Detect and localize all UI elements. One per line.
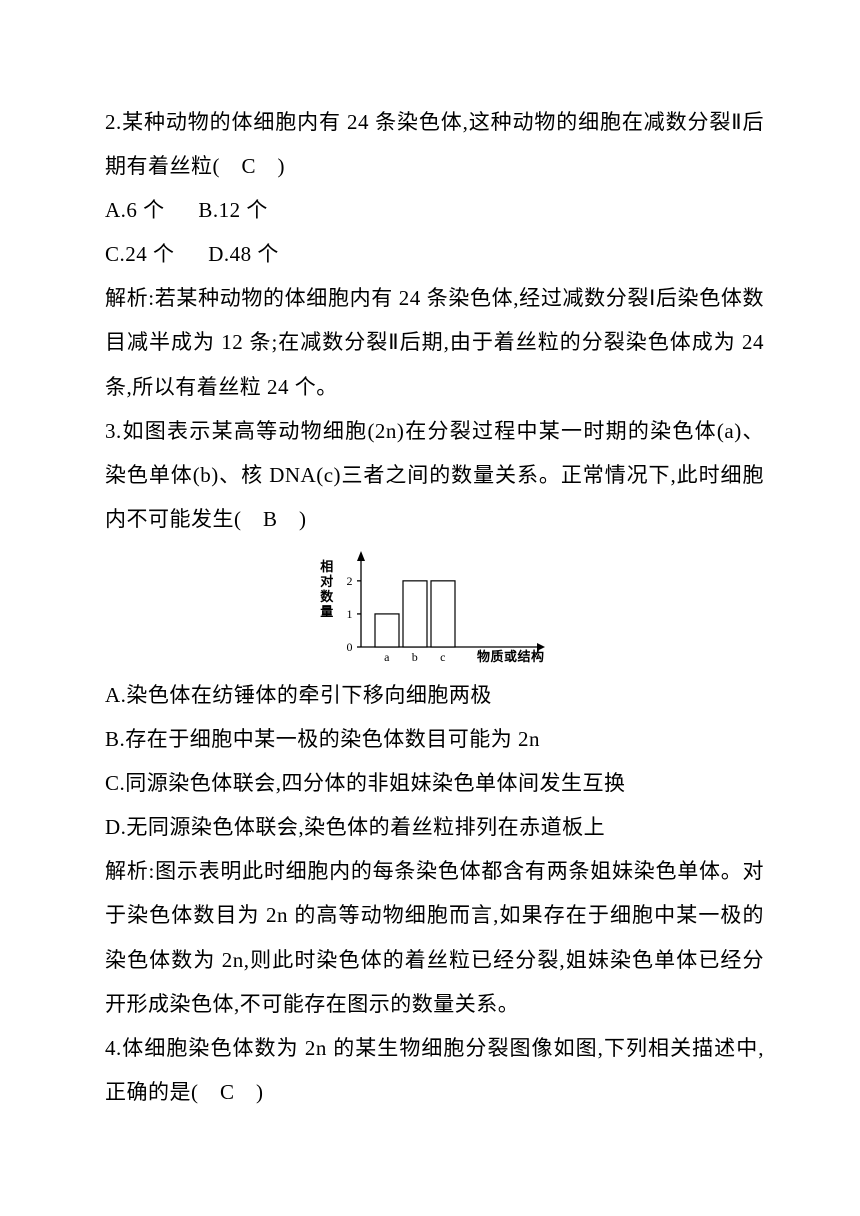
q3-opt-b: B.存在于细胞中某一极的染色体数目可能为 2n (105, 717, 764, 761)
q2-options-row2: C.24 个 D.48 个 (105, 232, 764, 276)
q2-opt-d: D.48 个 (208, 232, 279, 276)
svg-text:1: 1 (346, 607, 353, 621)
bar-chart-svg: 0 1 2 相对数量 a b c 物质或结构 (305, 549, 565, 669)
svg-text:b: b (411, 650, 418, 664)
q3-opt-c: C.同源染色体联会,四分体的非姐妹染色单体间发生互换 (105, 761, 764, 805)
document-body: 2.某种动物的体细胞内有 24 条染色体,这种动物的细胞在减数分裂Ⅱ后期有着丝粒… (105, 100, 764, 1114)
svg-text:相对数量: 相对数量 (320, 559, 334, 619)
q2-opt-a: A.6 个 (105, 188, 165, 232)
q4-stem: 4.体细胞染色体数为 2n 的某生物细胞分裂图像如图,下列相关描述中,正确的是(… (105, 1026, 764, 1114)
q3-opt-d: D.无同源染色体联会,染色体的着丝粒排列在赤道板上 (105, 805, 764, 849)
svg-text:物质或结构: 物质或结构 (477, 649, 545, 664)
q2-opt-c: C.24 个 (105, 232, 175, 276)
q2-analysis: 解析:若某种动物的体细胞内有 24 条染色体,经过减数分裂Ⅰ后染色体数目减半成为… (105, 276, 764, 408)
svg-text:2: 2 (346, 574, 353, 588)
svg-text:0: 0 (346, 640, 353, 654)
q3-opt-a: A.染色体在纺锤体的牵引下移向细胞两极 (105, 673, 764, 717)
svg-text:a: a (384, 650, 390, 664)
q3-analysis: 解析:图示表明此时细胞内的每条染色体都含有两条姐妹染色单体。对于染色体数目为 2… (105, 849, 764, 1025)
svg-text:c: c (440, 650, 446, 664)
q2-opt-b: B.12 个 (198, 188, 268, 232)
q3-chart: 0 1 2 相对数量 a b c 物质或结构 (105, 549, 764, 669)
q3-stem: 3.如图表示某高等动物细胞(2n)在分裂过程中某一时期的染色体(a)、染色单体(… (105, 409, 764, 541)
q2-options-row1: A.6 个 B.12 个 (105, 188, 764, 232)
q2-stem: 2.某种动物的体细胞内有 24 条染色体,这种动物的细胞在减数分裂Ⅱ后期有着丝粒… (105, 100, 764, 188)
